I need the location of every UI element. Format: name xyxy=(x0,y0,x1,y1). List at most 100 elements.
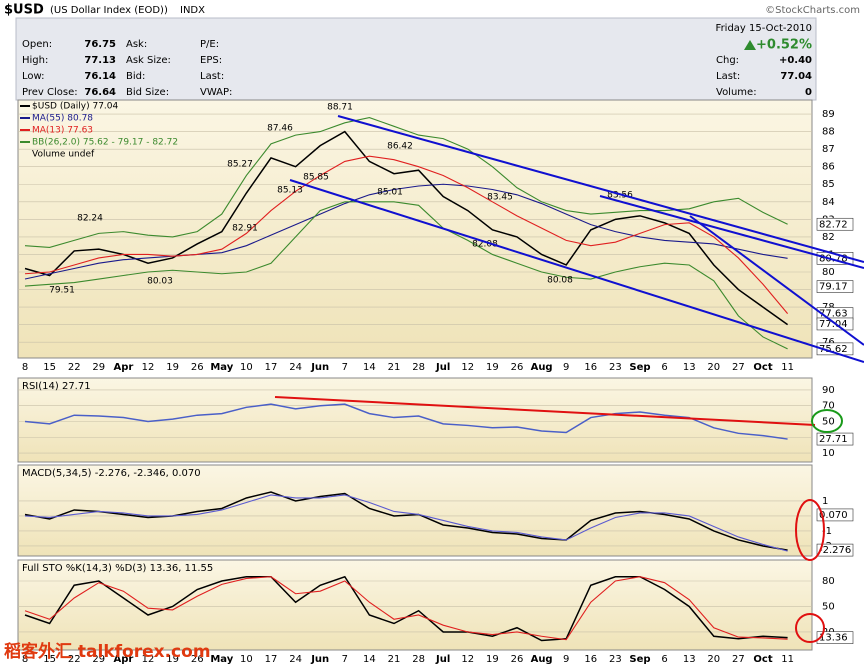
symbol-name: (US Dollar Index (EOD)) xyxy=(50,5,168,16)
rsi-trend xyxy=(274,396,816,426)
x-tick-label: 19 xyxy=(166,654,179,665)
x-tick-label: Apr xyxy=(113,362,133,373)
quote-value: 77.13 xyxy=(84,55,116,66)
channel-steep xyxy=(689,215,864,346)
x-tick-label: 14 xyxy=(363,654,376,665)
panel xyxy=(17,464,813,557)
x-tick-label: Aug xyxy=(531,362,553,373)
x-tick-label: 9 xyxy=(563,654,569,665)
legend-entry: MA(55) 80.78 xyxy=(32,114,93,124)
price-annotation: 85.13 xyxy=(277,186,303,196)
price-annotation: 87.46 xyxy=(267,124,293,134)
series-line xyxy=(24,494,788,552)
channel-top xyxy=(337,115,864,263)
highlight-circle xyxy=(811,409,843,433)
x-tick-label: 26 xyxy=(191,362,204,373)
legend-entry: BB(26,2.0) 75.62 - 79.17 - 82.72 xyxy=(32,138,178,148)
x-tick-label: 27 xyxy=(732,654,745,665)
price-annotation: 82.91 xyxy=(232,224,258,234)
x-tick-label: 19 xyxy=(166,362,179,373)
up-arrow xyxy=(744,40,756,50)
end-label: 82.72 xyxy=(819,219,848,230)
x-tick-label: 7 xyxy=(342,362,348,373)
x-tick-label: 24 xyxy=(289,362,302,373)
x-tick-label: 12 xyxy=(461,362,474,373)
x-tick-label: Jun xyxy=(310,362,329,373)
y-tick-label: -1 xyxy=(822,526,832,537)
x-tick-label: 16 xyxy=(584,362,597,373)
x-tick-label: 6 xyxy=(661,654,667,665)
channel-bottom xyxy=(289,179,864,363)
price-annotation: 83.45 xyxy=(487,193,513,203)
x-tick-label: 12 xyxy=(142,654,155,665)
quote-label: Last: xyxy=(200,71,224,82)
legend-entry: Volume undef xyxy=(32,150,95,160)
y-tick-label: 86 xyxy=(822,162,835,173)
x-tick-label: Apr xyxy=(113,654,133,665)
y-tick-label: 85 xyxy=(822,179,835,190)
quote-value: 76.14 xyxy=(84,71,116,82)
x-tick-label: 28 xyxy=(412,654,425,665)
y-tick-label: 10 xyxy=(822,448,835,459)
x-tick-label: 19 xyxy=(486,654,499,665)
quote-value: 0 xyxy=(805,87,812,98)
y-tick-label: 90 xyxy=(822,385,835,396)
x-tick-label: Sep xyxy=(629,654,650,665)
x-tick-label: 29 xyxy=(92,362,105,373)
series-line xyxy=(24,491,788,551)
x-tick-label: 13 xyxy=(683,362,696,373)
price-annotation: 80.08 xyxy=(547,276,573,286)
x-tick-label: 17 xyxy=(265,362,278,373)
quote-label: High: xyxy=(22,55,48,66)
price-annotation: 80.03 xyxy=(147,277,173,287)
price-annotation: 82.24 xyxy=(77,214,103,224)
x-tick-label: Jul xyxy=(435,654,450,665)
x-tick-label: 26 xyxy=(511,362,524,373)
series-line xyxy=(24,155,789,314)
y-tick-label: 88 xyxy=(822,127,835,138)
x-tick-label: 22 xyxy=(68,654,81,665)
watermark: 稻客外汇 talkforex.com xyxy=(4,641,211,662)
end-label: 27.71 xyxy=(819,434,848,445)
x-tick-label: Jul xyxy=(435,362,450,373)
x-tick-label: May xyxy=(210,362,233,373)
end-label-box xyxy=(816,508,854,522)
x-tick-label: 23 xyxy=(609,654,622,665)
x-tick-label: 19 xyxy=(486,362,499,373)
quote-label: Chg: xyxy=(716,55,739,66)
y-tick-label: 80 xyxy=(822,576,835,587)
x-tick-label: Aug xyxy=(531,654,553,665)
series-line xyxy=(24,183,788,280)
x-tick-label: 10 xyxy=(240,362,253,373)
x-tick-label: 26 xyxy=(511,654,524,665)
x-tick-label: 15 xyxy=(43,362,56,373)
x-tick-label: Sep xyxy=(629,362,650,373)
quote-label: P/E: xyxy=(200,39,219,50)
quote-box xyxy=(15,17,817,101)
panel xyxy=(17,559,813,651)
legend-text: MACD(5,34,5) -2.276, -2.346, 0.070 xyxy=(22,468,201,479)
x-tick-label: 15 xyxy=(43,654,56,665)
x-tick-label: 16 xyxy=(584,654,597,665)
end-label: 79.17 xyxy=(819,282,848,293)
y-tick-label: 87 xyxy=(822,144,835,155)
end-label-box xyxy=(816,432,854,446)
x-tick-label: 20 xyxy=(707,362,720,373)
quote-label: Prev Close: xyxy=(22,87,78,98)
x-tick-label: 24 xyxy=(289,654,302,665)
x-tick-label: 11 xyxy=(781,362,794,373)
x-tick-label: Oct xyxy=(753,362,772,373)
series-line xyxy=(24,403,788,440)
series-line xyxy=(24,201,788,350)
quote-date: Friday 15-Oct-2010 xyxy=(716,23,812,34)
x-tick-label: 13 xyxy=(683,654,696,665)
x-tick-label: 14 xyxy=(363,362,376,373)
series-line xyxy=(24,130,789,326)
x-tick-label: 10 xyxy=(240,654,253,665)
x-tick-label: 17 xyxy=(265,654,278,665)
price-annotation: 88.71 xyxy=(327,103,353,113)
legend-entry: MA(13) 77.63 xyxy=(32,126,93,136)
x-tick-label: 9 xyxy=(563,362,569,373)
x-tick-label: 26 xyxy=(191,654,204,665)
